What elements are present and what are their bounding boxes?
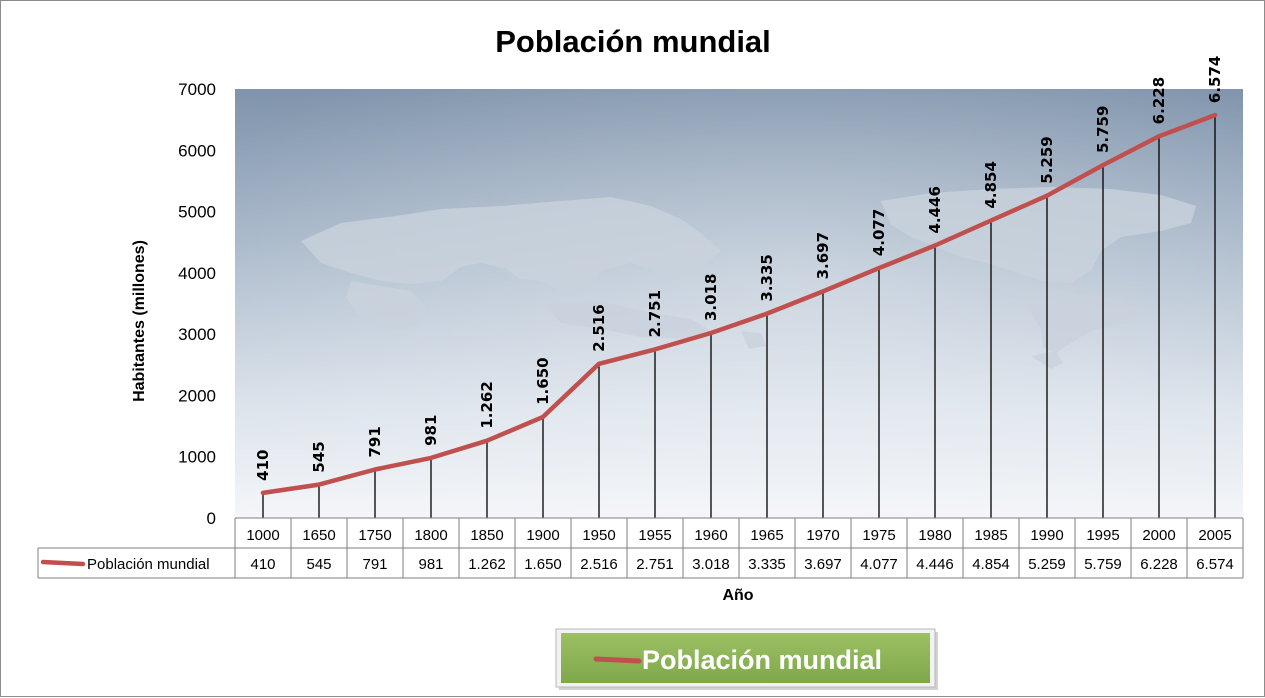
data-label: 791 xyxy=(366,426,384,457)
x-tick-label: 1750 xyxy=(358,527,391,544)
x-tick-label: 1975 xyxy=(862,527,895,544)
data-label: 545 xyxy=(310,441,328,472)
data-label: 5.759 xyxy=(1094,106,1112,153)
table-value: 981 xyxy=(418,556,443,573)
x-tick-label: 1990 xyxy=(1030,527,1063,544)
x-tick-label: 2005 xyxy=(1198,527,1231,544)
table-value: 1.650 xyxy=(524,556,562,573)
table-value: 3.697 xyxy=(804,556,842,573)
x-tick-label: 1980 xyxy=(918,527,951,544)
y-tick-label: 3000 xyxy=(178,325,216,344)
data-label: 4.446 xyxy=(926,186,944,233)
table-series-name: Población mundial xyxy=(87,556,210,573)
x-tick-label: 1985 xyxy=(974,527,1007,544)
table-value: 5.759 xyxy=(1084,556,1122,573)
data-label: 981 xyxy=(422,415,440,446)
data-label: 6.228 xyxy=(1150,77,1168,124)
table-value: 1.262 xyxy=(468,556,506,573)
legend-label: Población mundial xyxy=(642,645,882,675)
x-tick-label: 1960 xyxy=(694,527,727,544)
y-tick-label: 7000 xyxy=(178,80,216,99)
data-label: 3.335 xyxy=(758,254,776,301)
data-label: 1.262 xyxy=(478,381,496,428)
data-label: 410 xyxy=(254,450,272,481)
table-value: 4.077 xyxy=(860,556,898,573)
data-label: 2.751 xyxy=(646,290,664,337)
table-value: 4.854 xyxy=(972,556,1010,573)
table-value: 6.574 xyxy=(1196,556,1234,573)
chart-title: Población mundial xyxy=(495,24,771,59)
data-label: 1.650 xyxy=(534,357,552,404)
table-value: 410 xyxy=(250,556,275,573)
table-legend-swatch xyxy=(40,559,86,567)
data-label: 3.018 xyxy=(702,274,720,321)
x-tick-label: 1965 xyxy=(750,527,783,544)
y-tick-label: 6000 xyxy=(178,141,216,160)
data-label: 4.854 xyxy=(982,161,1000,208)
data-label: 3.697 xyxy=(814,232,832,279)
x-tick-label: 1970 xyxy=(806,527,839,544)
x-tick-label: 1850 xyxy=(470,527,503,544)
table-value: 2.751 xyxy=(636,556,674,573)
data-label: 4.077 xyxy=(870,209,888,256)
table-value: 545 xyxy=(306,556,331,573)
table-value: 6.228 xyxy=(1140,556,1178,573)
table-value: 4.446 xyxy=(916,556,954,573)
table-value: 3.335 xyxy=(748,556,786,573)
y-tick-label: 1000 xyxy=(178,448,216,467)
x-tick-label: 1900 xyxy=(526,527,559,544)
x-tick-label: 1995 xyxy=(1086,527,1119,544)
x-tick-label: 1000 xyxy=(246,527,279,544)
y-tick-label: 5000 xyxy=(178,203,216,222)
data-label: 6.574 xyxy=(1206,56,1224,103)
series-line xyxy=(260,112,1218,496)
x-tick-label: 1955 xyxy=(638,527,671,544)
x-tick-label: 2000 xyxy=(1142,527,1175,544)
data-label: 2.516 xyxy=(590,304,608,351)
table-value: 2.516 xyxy=(580,556,618,573)
y-tick-label: 0 xyxy=(207,509,216,528)
data-label: 5.259 xyxy=(1038,136,1056,183)
table-value: 791 xyxy=(362,556,387,573)
y-axis-title: Habitantes (millones) xyxy=(131,240,148,402)
table-value: 3.018 xyxy=(692,556,730,573)
x-tick-label: 1800 xyxy=(414,527,447,544)
world-map-image xyxy=(301,187,1196,369)
legend: Población mundial xyxy=(555,628,938,690)
x-tick-label: 1650 xyxy=(302,527,335,544)
y-tick-label: 4000 xyxy=(178,264,216,283)
y-tick-label: 2000 xyxy=(178,386,216,405)
legend-line-swatch xyxy=(593,656,642,664)
x-axis-title: Año xyxy=(722,587,753,604)
table-value: 5.259 xyxy=(1028,556,1066,573)
x-tick-label: 1950 xyxy=(582,527,615,544)
